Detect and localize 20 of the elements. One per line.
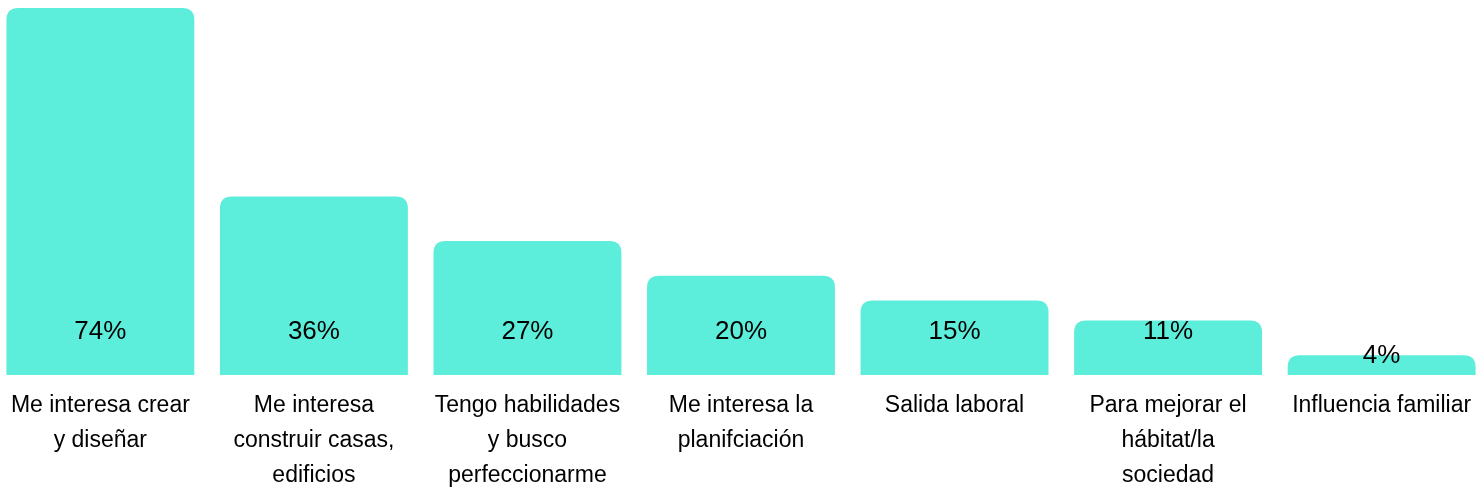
data-label: 36% <box>287 315 340 345</box>
data-label: 4% <box>1362 339 1401 370</box>
bar <box>6 8 195 375</box>
bar <box>860 300 1049 375</box>
bar <box>433 241 622 375</box>
data-label: 15% <box>928 315 981 345</box>
bar <box>219 196 408 375</box>
data-label: 27% <box>501 315 554 345</box>
x-tick-label: Para mejorar el hábitat/la sociedad <box>1089 391 1247 487</box>
x-tick-label: Tengo habilidades y busco perfeccionarme <box>434 391 621 487</box>
data-label: 20% <box>714 315 768 345</box>
x-tick-label: Me interesa la planifciación <box>668 391 814 452</box>
x-tick-label: Me interesa crear y diseñar <box>10 391 191 452</box>
x-tick-label: Me interesa construir casas, edificios <box>233 391 395 487</box>
data-label: 11% <box>1143 315 1194 345</box>
data-label: 74% <box>74 315 127 345</box>
x-tick-label: Salida laboral <box>884 391 1025 417</box>
bar <box>1074 320 1263 375</box>
x-tick-label: Influencia familiar <box>1292 391 1472 417</box>
bar <box>647 275 835 375</box>
